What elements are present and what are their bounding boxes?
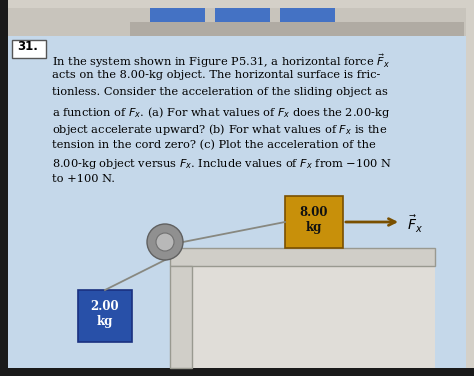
Text: $\vec{F}_x$: $\vec{F}_x$ — [407, 214, 423, 235]
Text: tension in the cord zero? (c) Plot the acceleration of the: tension in the cord zero? (c) Plot the a… — [52, 139, 376, 150]
Bar — [12, 40, 46, 58]
Circle shape — [156, 233, 174, 251]
Bar — [170, 266, 192, 368]
Text: 2.00
kg: 2.00 kg — [91, 300, 119, 329]
Text: 8.00-kg object versus $F_x$. Include values of $F_x$ from $-$100 N: 8.00-kg object versus $F_x$. Include val… — [52, 157, 392, 171]
Bar — [285, 196, 343, 248]
Bar — [280, 8, 335, 26]
Bar — [8, 8, 466, 36]
Text: acts on the 8.00-kg object. The horizontal surface is fric-: acts on the 8.00-kg object. The horizont… — [52, 70, 380, 79]
Bar — [192, 266, 435, 368]
Text: tionless. Consider the acceleration of the sliding object as: tionless. Consider the acceleration of t… — [52, 87, 388, 97]
Text: 31.: 31. — [17, 40, 38, 53]
Text: 8.00
kg: 8.00 kg — [300, 206, 328, 235]
Bar — [0, 368, 474, 376]
Bar — [0, 0, 8, 376]
Text: to +100 N.: to +100 N. — [52, 174, 115, 185]
Bar — [150, 8, 205, 26]
Text: a function of $F_x$. (a) For what values of $F_x$ does the 2.00-kg: a function of $F_x$. (a) For what values… — [52, 105, 390, 120]
Bar — [215, 8, 270, 26]
Circle shape — [147, 224, 183, 260]
Bar — [130, 22, 464, 36]
Bar — [170, 248, 435, 266]
Bar — [78, 290, 132, 342]
Text: In the system shown in Figure P5.31, a horizontal force $\vec{F}_x$: In the system shown in Figure P5.31, a h… — [52, 52, 390, 70]
Text: object accelerate upward? (b) For what values of $F_x$ is the: object accelerate upward? (b) For what v… — [52, 122, 387, 137]
